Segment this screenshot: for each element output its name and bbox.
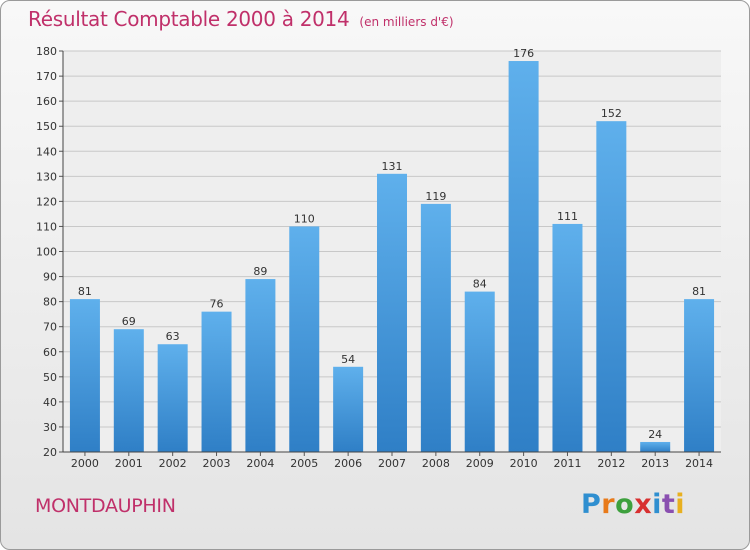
bar-2009 (464, 291, 495, 452)
y-tick-label: 160 (36, 95, 57, 108)
x-tick-label: 2004 (246, 457, 274, 470)
bar-2013 (640, 441, 671, 452)
bar-2004 (245, 279, 276, 452)
bar-2014 (684, 299, 715, 452)
subtitle-text: (en milliers d'€) (359, 15, 454, 29)
data-label: 84 (473, 278, 487, 291)
data-label: 110 (294, 212, 315, 225)
bar-2005 (289, 226, 320, 452)
logo-letter: i (652, 489, 662, 520)
bar-2000 (69, 299, 100, 452)
city-name: MONTDAUPHIN (35, 495, 176, 517)
logo-letter: P (581, 489, 602, 520)
x-tick-label: 2012 (597, 457, 625, 470)
logo-letter: x (634, 489, 653, 520)
y-tick-label: 80 (43, 296, 57, 309)
x-tick-label: 2005 (290, 457, 318, 470)
x-tick-label: 2011 (553, 457, 581, 470)
logo-letter: o (615, 489, 635, 520)
bar-2006 (333, 366, 364, 452)
x-tick-label: 2003 (203, 457, 231, 470)
logo-letter: r (601, 489, 616, 520)
y-tick-label: 100 (36, 246, 57, 259)
bar-2010 (508, 61, 539, 453)
x-tick-label: 2000 (71, 457, 99, 470)
bar-2002 (157, 344, 188, 452)
bar-2012 (596, 121, 627, 453)
data-label: 81 (692, 285, 706, 298)
data-label: 81 (78, 285, 92, 298)
data-label: 24 (648, 428, 662, 441)
x-tick-label: 2008 (422, 457, 450, 470)
data-label: 111 (557, 210, 578, 223)
x-tick-label: 2013 (641, 457, 669, 470)
y-tick-label: 60 (43, 346, 57, 359)
x-tick-label: 2009 (466, 457, 494, 470)
y-tick-label: 20 (43, 446, 57, 459)
y-tick-label: 120 (36, 195, 57, 208)
logo-letter: i (675, 489, 686, 520)
x-tick-label: 2007 (378, 457, 406, 470)
data-label: 54 (341, 353, 355, 366)
y-tick-label: 130 (36, 170, 57, 183)
bar-2003 (201, 311, 232, 452)
data-label: 63 (166, 330, 180, 343)
y-tick-label: 150 (36, 120, 57, 133)
y-tick-label: 180 (36, 45, 57, 58)
bar-2007 (377, 173, 407, 452)
logo-letter: t (661, 489, 676, 520)
x-tick-label: 2010 (510, 457, 538, 470)
bar-2011 (552, 223, 583, 452)
data-label: 76 (210, 298, 224, 311)
y-tick-label: 170 (36, 70, 57, 83)
data-label: 131 (382, 160, 403, 173)
data-label: 119 (425, 190, 446, 203)
data-label: 89 (253, 265, 267, 278)
chart-title: Résultat Comptable 2000 à 2014 (en millie… (28, 7, 454, 31)
title-text: Résultat Comptable 2000 à 2014 (28, 7, 350, 31)
x-tick-label: 2006 (334, 457, 362, 470)
data-label: 152 (601, 107, 622, 120)
data-label: 176 (513, 47, 534, 60)
y-tick-label: 110 (36, 220, 57, 233)
data-label: 69 (122, 315, 136, 328)
x-tick-label: 2002 (159, 457, 187, 470)
y-tick-label: 40 (43, 396, 57, 409)
y-tick-label: 70 (43, 321, 57, 334)
x-tick-label: 2001 (115, 457, 143, 470)
proxiti-logo: Proxiti (581, 489, 685, 520)
bar-2001 (113, 329, 144, 452)
y-tick-label: 30 (43, 421, 57, 434)
bar-2008 (420, 203, 451, 452)
y-tick-label: 90 (43, 271, 57, 284)
y-tick-label: 140 (36, 145, 57, 158)
x-tick-label: 2014 (685, 457, 713, 470)
y-tick-label: 50 (43, 371, 57, 384)
